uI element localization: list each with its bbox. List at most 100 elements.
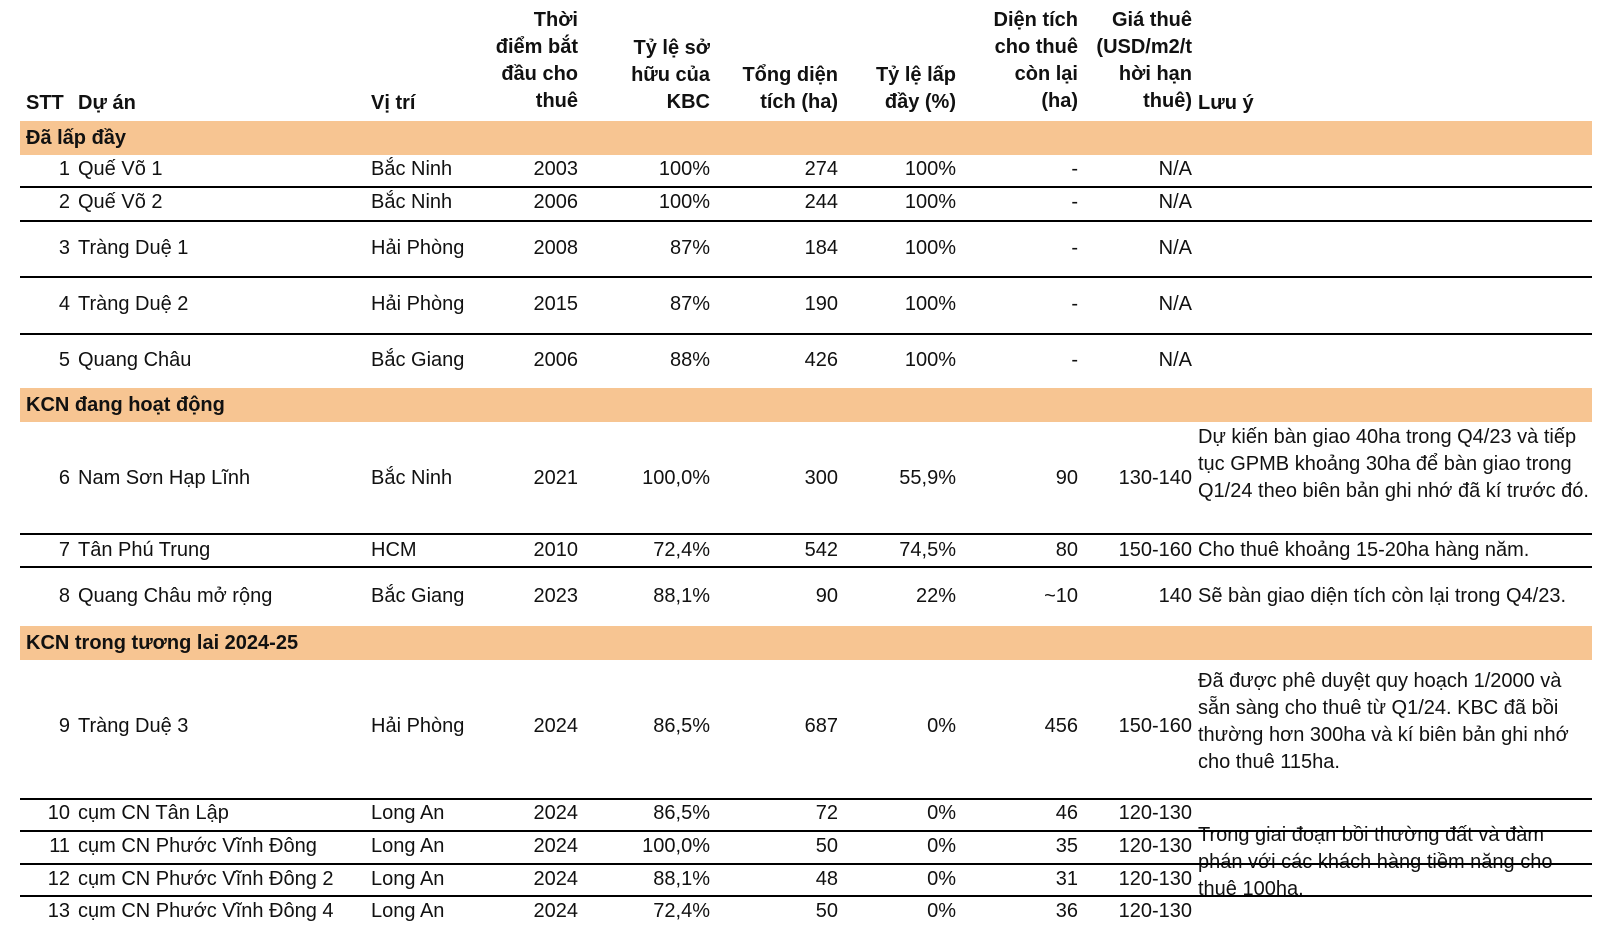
row-note: Đã được phê duyệt quy hoạch 1/2000 và sẵ… xyxy=(1198,670,1569,773)
section-band: KCN đang hoạt động xyxy=(20,388,1592,422)
row-divider xyxy=(20,863,1592,865)
cell-area: 426 xyxy=(804,349,838,371)
cell-ownership: 86,5% xyxy=(653,802,710,824)
cell-area: 300 xyxy=(804,467,838,489)
cell-location: Long An xyxy=(371,900,445,922)
row-divider xyxy=(20,186,1592,188)
cell-location: Long An xyxy=(371,868,445,890)
cell-ownership: 100% xyxy=(658,158,710,180)
row-note: Cho thuê khoảng 15-20ha hàng năm. xyxy=(1198,539,1530,561)
cell-remaining: 46 xyxy=(1055,802,1078,824)
cell-year: 2008 xyxy=(533,237,579,259)
cell-ownership: 88,1% xyxy=(653,868,710,890)
cell-remaining: - xyxy=(1071,349,1078,371)
cell-ownership: 88,1% xyxy=(653,585,710,607)
cell-location: Bắc Ninh xyxy=(371,467,453,489)
cell-ownership: 87% xyxy=(669,237,710,259)
cell-stt: 5 xyxy=(58,349,70,371)
cell-area: 48 xyxy=(815,868,838,890)
cell-occupancy: 0% xyxy=(927,835,956,857)
cell-occupancy: 100% xyxy=(904,293,956,315)
cell-remaining: 456 xyxy=(1044,715,1078,737)
row-divider xyxy=(20,895,1592,897)
cell-year: 2006 xyxy=(533,191,579,213)
cell-year: 2023 xyxy=(533,585,579,607)
cell-remaining: - xyxy=(1071,237,1078,259)
cell-remaining: 90 xyxy=(1055,467,1078,489)
cell-name: Quang Châu mở rộng xyxy=(78,585,273,607)
cell-area: 687 xyxy=(804,715,838,737)
cell-occupancy: 0% xyxy=(927,802,956,824)
cell-year: 2024 xyxy=(533,715,579,737)
cell-price: N/A xyxy=(1158,158,1192,180)
cell-name: cụm CN Phước Vĩnh Đông xyxy=(78,835,317,857)
cell-ownership: 86,5% xyxy=(653,715,710,737)
row-divider xyxy=(20,333,1592,335)
row-divider xyxy=(20,830,1592,832)
cell-price: 140 xyxy=(1158,585,1192,607)
cell-stt: 10 xyxy=(47,802,70,824)
cell-stt: 13 xyxy=(47,900,70,922)
cell-remaining: - xyxy=(1071,158,1078,180)
section-title: KCN đang hoạt động xyxy=(26,394,225,416)
header-luu-y: Lưu ý xyxy=(1198,92,1254,114)
cell-stt: 9 xyxy=(58,715,70,737)
group-note: Trong giai đoạn bồi thường đất và đàm ph… xyxy=(1198,824,1553,900)
cell-stt: 4 xyxy=(58,293,70,315)
section-band: KCN trong tương lai 2024-25 xyxy=(20,626,1592,660)
cell-stt: 11 xyxy=(49,835,70,857)
cell-occupancy: 100% xyxy=(904,191,956,213)
cell-price: 150-160 xyxy=(1118,539,1192,561)
cell-price: 130-140 xyxy=(1118,467,1192,489)
cell-name: Quang Châu xyxy=(78,349,192,371)
cell-year: 2024 xyxy=(533,868,579,890)
cell-remaining: 31 xyxy=(1055,868,1078,890)
header-ty-le-lap-day: Tỷ lệ lấp đầy (%) xyxy=(875,64,956,113)
row-note: Sẽ bàn giao diện tích còn lại trong Q4/2… xyxy=(1198,585,1567,607)
cell-area: 274 xyxy=(804,158,838,180)
cell-occupancy: 22% xyxy=(915,585,956,607)
cell-location: Bắc Giang xyxy=(371,349,465,371)
row-divider xyxy=(20,566,1592,568)
cell-name: cụm CN Phước Vĩnh Đông 4 xyxy=(78,900,334,922)
cell-price: 120-130 xyxy=(1118,900,1192,922)
cell-location: Hải Phòng xyxy=(371,293,465,315)
header-thoi-diem: Thời điểm bắt đầu cho thuê xyxy=(495,9,578,112)
cell-name: Tràng Duệ 3 xyxy=(78,715,189,737)
cell-remaining: ~10 xyxy=(1044,585,1078,607)
cell-stt: 2 xyxy=(58,191,70,213)
cell-year: 2010 xyxy=(533,539,579,561)
cell-name: Tràng Duệ 1 xyxy=(78,237,189,259)
cell-location: Long An xyxy=(371,835,445,857)
cell-year: 2006 xyxy=(533,349,579,371)
cell-location: Hải Phòng xyxy=(371,237,465,259)
cell-price: N/A xyxy=(1158,237,1192,259)
cell-ownership: 87% xyxy=(669,293,710,315)
cell-occupancy: 100% xyxy=(904,158,956,180)
cell-price: 150-160 xyxy=(1118,715,1192,737)
cell-area: 50 xyxy=(815,835,838,857)
cell-year: 2021 xyxy=(533,467,579,489)
header-du-an: Dự án xyxy=(78,92,136,114)
cell-remaining: 80 xyxy=(1055,539,1078,561)
cell-area: 184 xyxy=(804,237,838,259)
cell-year: 2024 xyxy=(533,802,579,824)
cell-name: Tân Phú Trung xyxy=(78,539,211,561)
cell-year: 2024 xyxy=(533,900,579,922)
cell-year: 2024 xyxy=(533,835,579,857)
cell-occupancy: 74,5% xyxy=(899,539,956,561)
cell-price: N/A xyxy=(1158,191,1192,213)
cell-ownership: 72,4% xyxy=(653,539,710,561)
cell-price: N/A xyxy=(1158,349,1192,371)
header-tong-dien-tich: Tổng diện tích (ha) xyxy=(742,64,838,113)
cell-area: 190 xyxy=(804,293,838,315)
header-vi-tri: Vị trí xyxy=(371,92,416,114)
cell-area: 50 xyxy=(815,900,838,922)
cell-stt: 8 xyxy=(58,585,70,607)
row-note: Dự kiến bàn giao 40ha trong Q4/23 và tiế… xyxy=(1198,426,1589,502)
cell-location: Bắc Ninh xyxy=(371,158,453,180)
header-dien-tich-con-lai: Diện tích cho thuê còn lại (ha) xyxy=(993,9,1078,112)
header-stt: STT xyxy=(26,92,64,114)
cell-occupancy: 100% xyxy=(904,349,956,371)
